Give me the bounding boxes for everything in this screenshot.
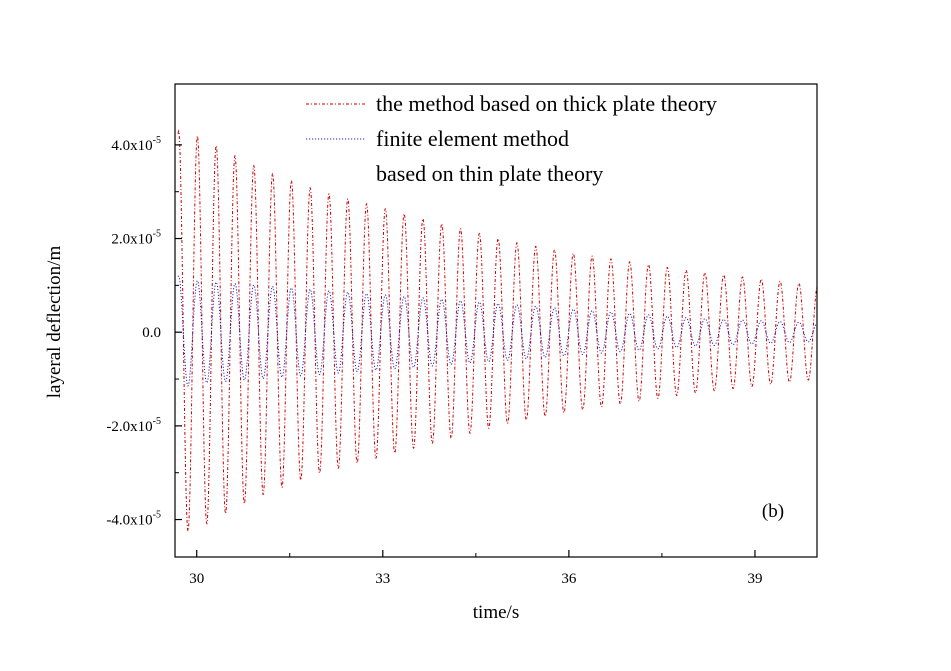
- x-axis-title: time/s: [473, 602, 519, 623]
- y-tick-label: 4.0x10-5: [111, 135, 161, 154]
- y-tick-label: 0.0: [142, 325, 161, 341]
- legend-label-1: the method based on thick plate theory: [376, 91, 717, 116]
- x-tick-label: 39: [747, 571, 762, 587]
- series-layer: [177, 129, 818, 533]
- y-tick-label: 2.0x10-5: [111, 229, 161, 248]
- x-tick-label: 36: [561, 571, 577, 587]
- legend-label-3: based on thin plate theory: [376, 161, 603, 186]
- legend-label-2: finite element method: [376, 126, 569, 151]
- plot-frame: [174, 83, 818, 558]
- panel-label: (b): [762, 501, 784, 522]
- y-tick-label: -2.0x10-5: [106, 416, 161, 435]
- series-line-2: [177, 275, 818, 387]
- ticks-layer: 30 33 36 39 -4.0x10-5 -2.0x10-5 0.0 2.0x10-5 4.0…: [106, 135, 762, 587]
- x-tick-label: 30: [189, 571, 204, 587]
- x-tick-label: 33: [375, 571, 390, 587]
- y-axis-title: layeral deflection/m: [44, 246, 65, 399]
- y-tick-label: -4.0x10-5: [106, 510, 161, 529]
- legend: the method based on thick plate theory fi…: [306, 91, 717, 186]
- series-line-1: [177, 129, 818, 533]
